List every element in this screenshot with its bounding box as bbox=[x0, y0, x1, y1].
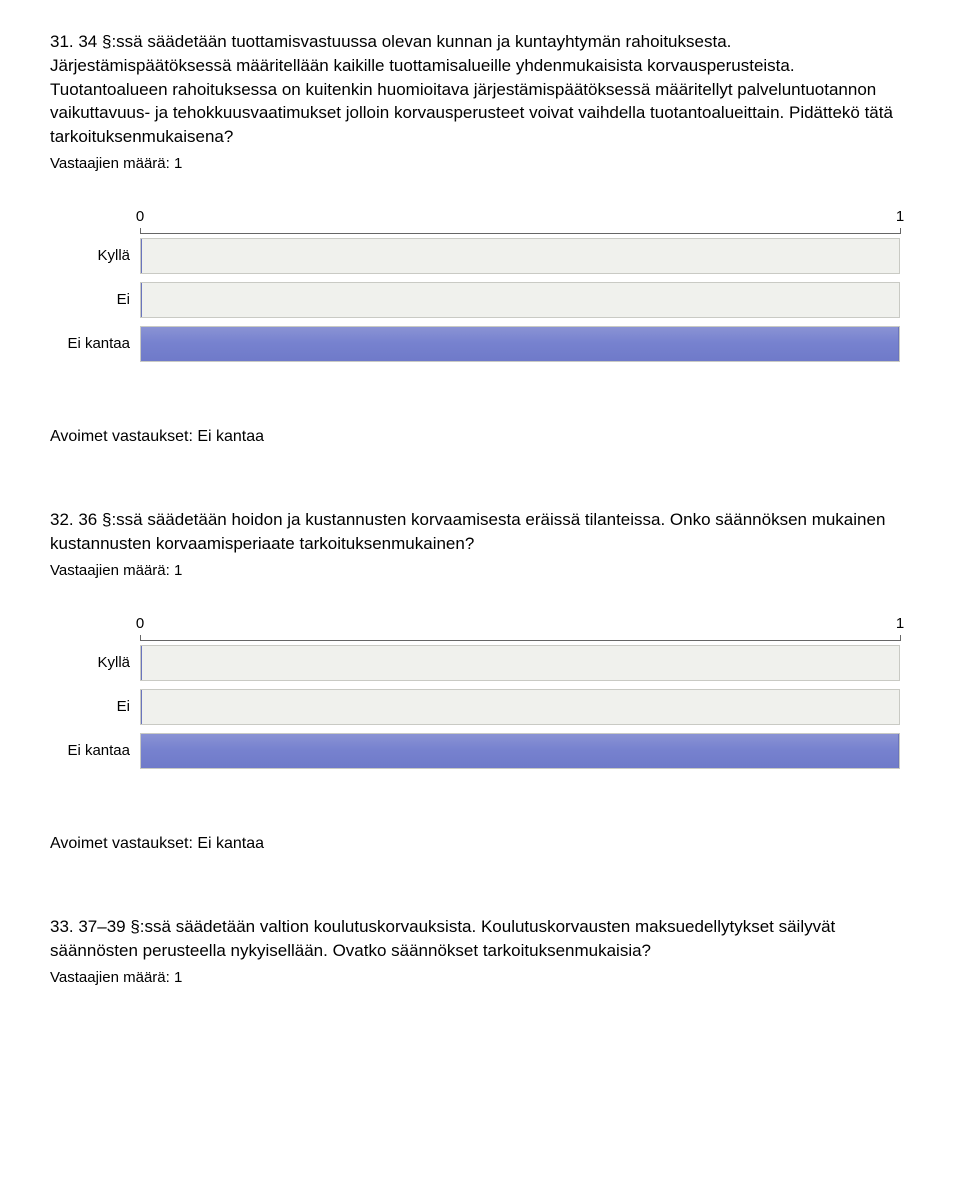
bar-fill bbox=[141, 327, 899, 361]
question-text: 32. 36 §:ssä säädetään hoidon ja kustann… bbox=[50, 508, 910, 556]
bar-row-kylla: Kyllä bbox=[50, 234, 900, 278]
bar-track bbox=[140, 282, 900, 318]
bar-fill bbox=[141, 646, 142, 680]
bar-label: Kyllä bbox=[50, 652, 140, 673]
respondent-count: Vastaajien määrä: 1 bbox=[50, 967, 910, 988]
bar-fill bbox=[141, 734, 899, 768]
bar-row-eikantaa: Ei kantaa bbox=[50, 729, 900, 773]
bar-row-kylla: Kyllä bbox=[50, 641, 900, 685]
bars: Kyllä Ei Ei kantaa bbox=[50, 234, 900, 366]
bar-fill bbox=[141, 283, 142, 317]
axis-row: 0 1 bbox=[50, 214, 900, 234]
bar-fill bbox=[141, 690, 142, 724]
respondent-count: Vastaajien määrä: 1 bbox=[50, 153, 910, 174]
tick-max: 1 bbox=[896, 613, 904, 634]
open-answers-heading: Avoimet vastaukset: Ei kantaa bbox=[50, 833, 910, 855]
bar-label: Ei bbox=[50, 289, 140, 310]
question-text: 33. 37–39 §:ssä säädetään valtion koulut… bbox=[50, 915, 910, 963]
bar-label: Ei kantaa bbox=[50, 333, 140, 354]
bar-track bbox=[140, 238, 900, 274]
axis-row: 0 1 bbox=[50, 621, 900, 641]
axis-scale: 0 1 bbox=[140, 621, 900, 641]
bar-chart: 0 1 Kyllä Ei Ei kantaa bbox=[50, 214, 900, 366]
tick-min: 0 bbox=[136, 206, 144, 227]
question-block-32: 32. 36 §:ssä säädetään hoidon ja kustann… bbox=[50, 508, 910, 855]
bars: Kyllä Ei Ei kantaa bbox=[50, 641, 900, 773]
bar-row-eikantaa: Ei kantaa bbox=[50, 322, 900, 366]
bar-track bbox=[140, 326, 900, 362]
axis-scale: 0 1 bbox=[140, 214, 900, 234]
bar-track bbox=[140, 689, 900, 725]
bar-label: Kyllä bbox=[50, 245, 140, 266]
open-answers-heading: Avoimet vastaukset: Ei kantaa bbox=[50, 426, 910, 448]
bar-track bbox=[140, 733, 900, 769]
bar-track bbox=[140, 645, 900, 681]
question-block-31: 31. 34 §:ssä säädetään tuottamisvastuuss… bbox=[50, 30, 910, 448]
tick-min: 0 bbox=[136, 613, 144, 634]
bar-row-ei: Ei bbox=[50, 278, 900, 322]
question-text: 31. 34 §:ssä säädetään tuottamisvastuuss… bbox=[50, 30, 910, 149]
bar-row-ei: Ei bbox=[50, 685, 900, 729]
bar-label: Ei kantaa bbox=[50, 740, 140, 761]
question-block-33: 33. 37–39 §:ssä säädetään valtion koulut… bbox=[50, 915, 910, 988]
bar-chart: 0 1 Kyllä Ei Ei kantaa bbox=[50, 621, 900, 773]
tick-max: 1 bbox=[896, 206, 904, 227]
bar-label: Ei bbox=[50, 696, 140, 717]
bar-fill bbox=[141, 239, 142, 273]
respondent-count: Vastaajien määrä: 1 bbox=[50, 560, 910, 581]
